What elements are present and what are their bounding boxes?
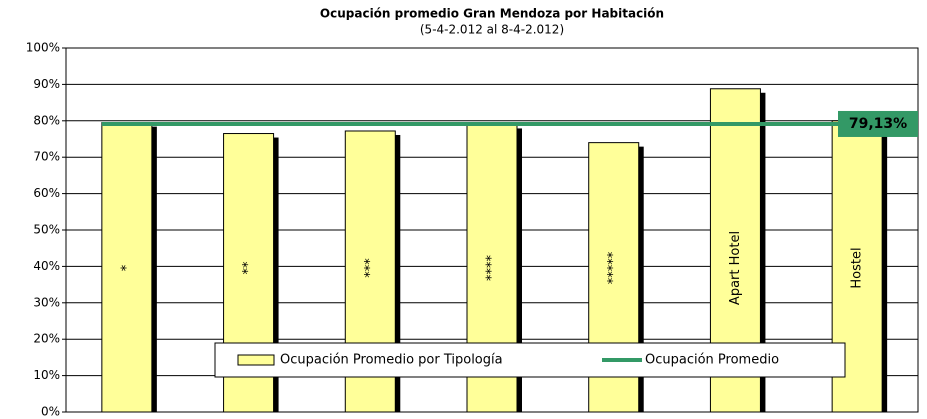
chart-subtitle: (5-4-2.012 al 8-4-2.012) <box>420 23 564 37</box>
y-tick-label: 20% <box>33 332 60 346</box>
legend-box <box>214 342 846 378</box>
legend-swatch <box>237 354 275 366</box>
y-tick-label: 40% <box>33 259 60 273</box>
category-label: ** <box>241 261 256 275</box>
y-tick-label: 50% <box>33 223 60 237</box>
legend-label: Ocupación Promedio por Tipología <box>280 353 503 368</box>
y-tick-label: 10% <box>33 368 60 382</box>
y-tick-label: 0% <box>41 405 60 419</box>
category-label: *** <box>363 258 378 278</box>
y-tick-label: 70% <box>33 150 60 164</box>
y-tick-label: 90% <box>33 77 60 91</box>
average-label: 79,13% <box>849 116 907 132</box>
category-label: * <box>119 264 134 271</box>
legend-label: Ocupación Promedio <box>645 353 779 368</box>
bar <box>101 122 153 413</box>
category-label: Hostel <box>850 247 865 288</box>
average-label-box <box>838 110 918 137</box>
category-label: ***** <box>606 251 621 284</box>
y-tick-label: 80% <box>33 113 60 127</box>
chart-title: Ocupación promedio Gran Mendoza por Habi… <box>320 7 664 21</box>
category-label: **** <box>485 255 500 282</box>
category-label: Apart Hotel <box>728 231 743 305</box>
y-tick-label: 100% <box>26 41 60 55</box>
y-tick-label: 30% <box>33 295 60 309</box>
y-tick-label: 60% <box>33 186 60 200</box>
